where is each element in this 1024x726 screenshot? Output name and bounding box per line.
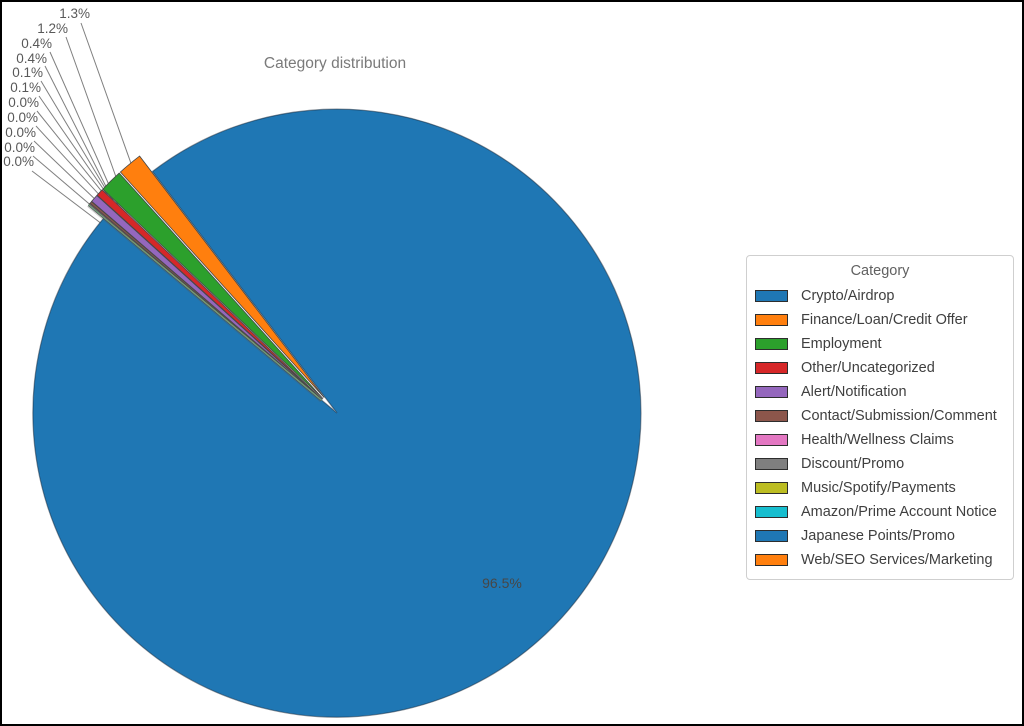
legend-item-label: Amazon/Prime Account Notice	[801, 504, 997, 520]
swatch-crypto-airdrop	[755, 290, 788, 302]
wedge-web-seo-services-marketing	[88, 204, 322, 401]
legend-item-crypto-airdrop: Crypto/Airdrop	[747, 284, 1013, 308]
wedge-crypto-airdrop	[32, 108, 642, 718]
legend-item-label: Web/SEO Services/Marketing	[801, 552, 993, 568]
legend-item-japanese-points-promo: Japanese Points/Promo	[747, 524, 1013, 548]
slice-label-11: 0.0%	[3, 154, 34, 169]
swatch-health-wellness-claims	[755, 434, 788, 446]
swatch-japanese-points-promo	[755, 530, 788, 542]
legend-item-label: Health/Wellness Claims	[801, 432, 954, 448]
legend-item-label: Discount/Promo	[801, 456, 905, 472]
slice-label-6: 0.1%	[10, 80, 41, 95]
slice-label-5: 0.1%	[12, 65, 43, 80]
legend-item-label: Alert/Notification	[801, 384, 907, 400]
legend-item-health-wellness-claims: Health/Wellness Claims	[747, 428, 1013, 452]
swatch-employment	[755, 338, 788, 350]
swatch-other-uncategorized	[755, 362, 788, 374]
legend-item-label: Finance/Loan/Credit Offer	[801, 312, 968, 328]
slice-label-4: 0.4%	[16, 51, 47, 66]
legend-item-label: Contact/Submission/Comment	[801, 408, 997, 424]
slice-label-1: 1.3%	[59, 6, 90, 21]
swatch-music-spotify-payments	[755, 482, 788, 494]
legend-item-music-spotify-payments: Music/Spotify/Payments	[747, 476, 1013, 500]
legend-item-discount-promo: Discount/Promo	[747, 452, 1013, 476]
big-slice-label: 96.5%	[482, 575, 522, 591]
swatch-alert-notification	[755, 386, 788, 398]
slice-label-7: 0.0%	[8, 95, 39, 110]
slice-label-8: 0.0%	[7, 110, 38, 125]
legend-item-web-seo-services-marketing: Web/SEO Services/Marketing	[747, 548, 1013, 572]
wedge-finance-loan-credit-offer	[119, 155, 325, 398]
legend-item-label: Other/Uncategorized	[801, 360, 935, 376]
legend-item-amazon-prime-account-notice: Amazon/Prime Account Notice	[747, 500, 1013, 524]
slice-percent-labels: 1.3% 1.2% 0.4% 0.4% 0.1% 0.1% 0.0% 0.0% …	[3, 6, 90, 169]
legend-item-label: Japanese Points/Promo	[801, 528, 955, 544]
legend-box: Category Crypto/Airdrop Finance/Loan/Cre…	[746, 255, 1014, 580]
wedge-other-uncategorized	[96, 189, 323, 400]
legend-item-contact-submission-comment: Contact/Submission/Comment	[747, 404, 1013, 428]
legend-item-employment: Employment	[747, 332, 1013, 356]
swatch-web-seo-services-marketing	[755, 554, 788, 566]
swatch-finance-loan-credit-offer	[755, 314, 788, 326]
swatch-amazon-prime-account-notice	[755, 506, 788, 518]
legend-item-label: Employment	[801, 336, 882, 352]
legend-item-finance-loan-credit-offer: Finance/Loan/Credit Offer	[747, 308, 1013, 332]
legend-item-other-uncategorized: Other/Uncategorized	[747, 356, 1013, 380]
leader-line-2	[65, 36, 122, 192]
leader-line-1	[80, 22, 134, 170]
slice-label-9: 0.0%	[5, 125, 36, 140]
legend-item-label: Crypto/Airdrop	[801, 288, 895, 304]
slice-label-3: 0.4%	[21, 36, 52, 51]
wedge-employment	[102, 172, 324, 399]
slice-label-10: 0.0%	[4, 140, 35, 155]
swatch-discount-promo	[755, 458, 788, 470]
legend-item-label: Music/Spotify/Payments	[801, 480, 956, 496]
legend-title: Category	[850, 263, 910, 279]
swatch-contact-submission-comment	[755, 410, 788, 422]
legend-item-alert-notification: Alert/Notification	[747, 380, 1013, 404]
slice-label-2: 1.2%	[37, 21, 68, 36]
chart-title: Category distribution	[264, 55, 406, 72]
